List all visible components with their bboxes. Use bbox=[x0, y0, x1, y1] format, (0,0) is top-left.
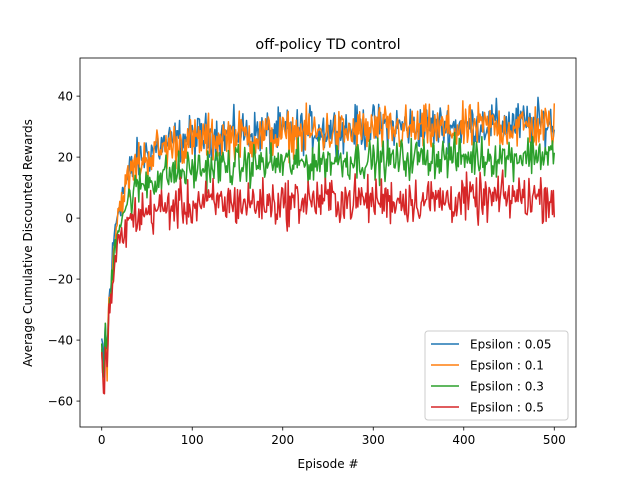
legend-entry-label: Epsilon : 0.05 bbox=[470, 337, 551, 351]
chart-title: off-policy TD control bbox=[255, 37, 400, 53]
y-tick-label: −20 bbox=[48, 272, 73, 286]
y-tick-label: −40 bbox=[48, 333, 73, 347]
axis-ticks: 0 100 200 300 400 500 −60 −40 −20 0 20 40 bbox=[48, 89, 566, 447]
series-line-3 bbox=[100, 131, 556, 378]
plot-frame bbox=[79, 57, 577, 428]
series-line-4 bbox=[100, 169, 556, 395]
legend-frame bbox=[424, 330, 569, 421]
y-tick-label: 40 bbox=[58, 89, 73, 103]
x-tick-label: 0 bbox=[98, 433, 106, 447]
y-axis-label: Average Cumulative Discounted Rewards bbox=[21, 119, 35, 367]
legend-entry-label: Epsilon : 0.3 bbox=[470, 379, 544, 393]
series-lines bbox=[100, 96, 556, 395]
x-tick-label: 100 bbox=[181, 433, 204, 447]
x-axis-label: Episode # bbox=[298, 457, 359, 471]
legend: Epsilon : 0.05 Epsilon : 0.1 Epsilon : 0.3… bbox=[424, 330, 569, 421]
x-tick-label: 300 bbox=[362, 433, 385, 447]
y-tick-label: −60 bbox=[48, 394, 73, 408]
x-tick-label: 500 bbox=[543, 433, 566, 447]
legend-entry-label: Epsilon : 0.1 bbox=[470, 358, 544, 372]
x-tick-label: 200 bbox=[271, 433, 294, 447]
y-tick-label: 20 bbox=[58, 150, 73, 164]
series-line-2 bbox=[100, 100, 556, 383]
legend-entry-label: Epsilon : 0.5 bbox=[470, 400, 544, 414]
x-tick-label: 400 bbox=[452, 433, 475, 447]
y-tick-label: 0 bbox=[65, 211, 73, 225]
